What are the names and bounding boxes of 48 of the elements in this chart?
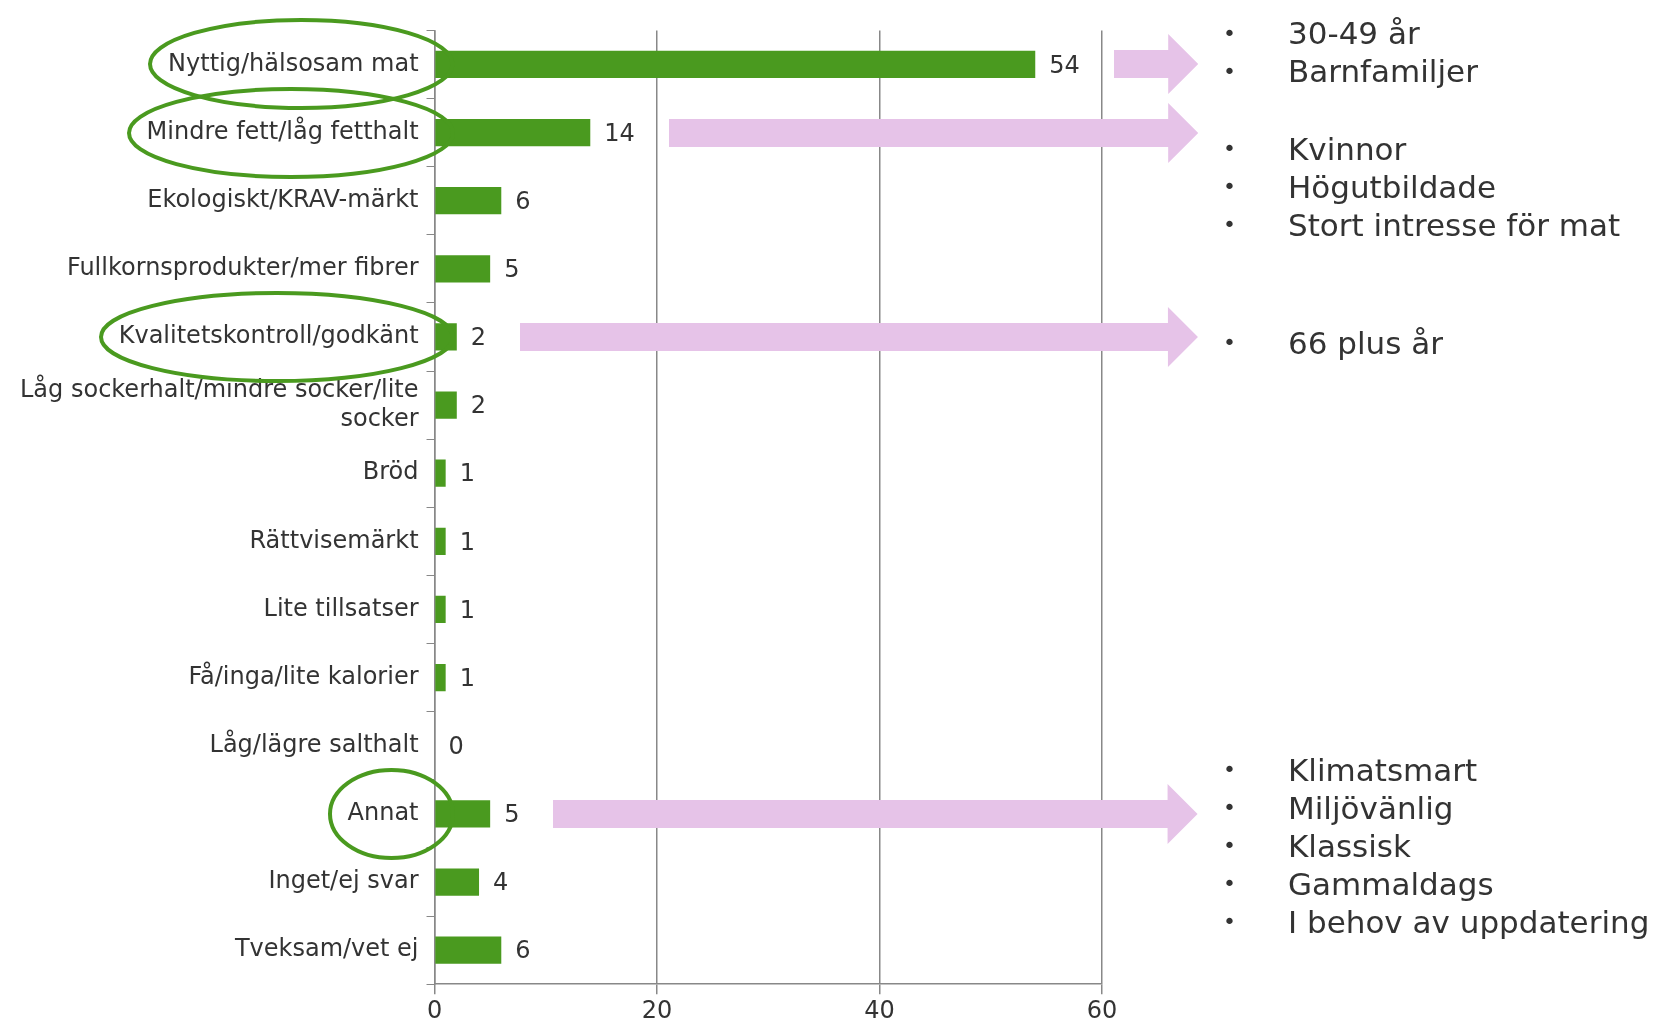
y-tick-label: Mindre fett/låg fetthalt (146, 115, 419, 145)
bar (435, 664, 446, 692)
bar (435, 800, 491, 828)
y-tick-label: Annat (347, 798, 419, 827)
bar (435, 118, 591, 147)
y-tick-label: Få/inga/lite kalorier (188, 660, 419, 690)
data-label: 14 (604, 118, 635, 147)
data-label: 1 (459, 663, 475, 692)
bar (435, 936, 502, 964)
data-label: 0 (448, 731, 464, 760)
text: • Klimatsmart • Miljövänlig • Klassisk • Gammaldags • I behov av uppdatering (1223, 751, 1650, 940)
data-label: 1 (459, 595, 475, 624)
data-label: 1 (459, 459, 475, 488)
data-label: 2 (470, 323, 487, 352)
bar (435, 595, 446, 624)
bar (435, 50, 1036, 79)
x-tick-label: 0 (426, 995, 443, 1024)
x-tick-label: 60 (1086, 995, 1118, 1024)
y-tick-label: Kvalitetskontroll/godkänt (118, 321, 419, 350)
text: • Kvinnor • Högutbildade • Stort intresse för mat (1223, 130, 1621, 243)
data-label: 1 (459, 527, 475, 556)
data-label: 5 (504, 255, 520, 284)
y-tick-label: Bröd (362, 457, 419, 486)
text: • 30-49 år • Barnfamiljer (1223, 15, 1478, 90)
y-tick-label: Lite tillsatser (263, 593, 419, 622)
y-tick-label: Låg sockerhalt/mindre socker/lite socker (20, 373, 419, 432)
bar (435, 527, 446, 555)
bar (435, 187, 502, 215)
bar (435, 868, 480, 896)
bar (435, 255, 491, 283)
text: • 66 plus år (1223, 324, 1443, 361)
data-label: 4 (493, 868, 509, 897)
y-tick-label: Ekologiskt/KRAV-märkt (147, 184, 419, 213)
x-tick-label: 40 (864, 995, 895, 1024)
y-tick-label: Rättvisemärkt (249, 525, 419, 554)
data-label: 6 (515, 936, 531, 965)
bar (435, 391, 457, 419)
y-tick-label: Tveksam/vet ej (233, 934, 419, 963)
y-tick-label: Låg/lägre salthalt (209, 728, 419, 758)
data-label: 54 (1049, 50, 1080, 79)
y-tick-label: Inget/ej svar (268, 866, 419, 895)
data-label: 6 (515, 186, 531, 215)
bar (435, 459, 446, 487)
x-tick-label: 20 (641, 995, 673, 1024)
data-label: 5 (504, 800, 520, 829)
y-tick-label: Nyttig/hälsosam mat (168, 48, 419, 77)
data-label: 2 (470, 391, 487, 420)
y-tick-label: Fullkornsprodukter/mer fibrer (66, 253, 419, 282)
